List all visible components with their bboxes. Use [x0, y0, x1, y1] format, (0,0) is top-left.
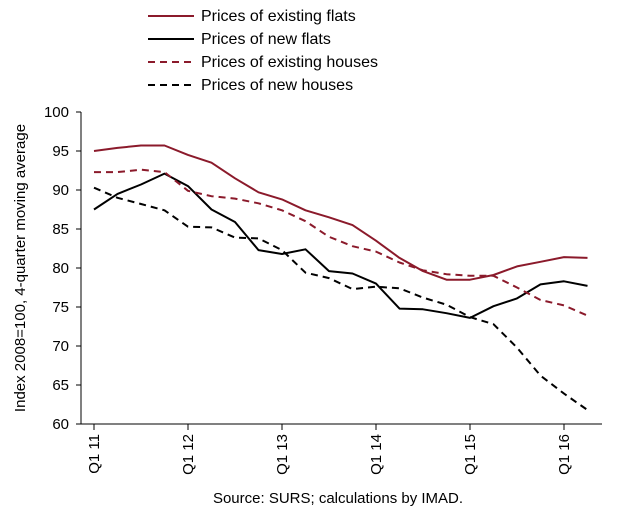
y-tick-label: 70	[52, 338, 69, 355]
x-tick-label: Q1 14	[368, 434, 385, 475]
y-tick-label: 80	[52, 260, 69, 277]
legend: Prices of existing flats Prices of new fl…	[148, 8, 378, 94]
legend-label-2: Prices of new flats	[201, 31, 331, 48]
legend-label-1: Prices of existing flats	[201, 8, 356, 25]
x-tick-label: Q1 16	[556, 434, 573, 475]
y-tick-label: 75	[52, 299, 69, 316]
legend-label-3: Prices of existing houses	[201, 54, 378, 71]
y-tick-label: 65	[52, 377, 69, 394]
source-note: Source: SURS; calculations by IMAD.	[213, 490, 463, 507]
x-tick-label: Q1 13	[274, 434, 291, 475]
y-tick-label: 90	[52, 182, 69, 199]
y-tick-label: 85	[52, 221, 69, 238]
y-tick-label: 95	[52, 143, 69, 160]
series-lines	[93, 144, 589, 411]
y-tick-label: 100	[44, 104, 69, 121]
y-axis-title: Index 2008=100, 4-quarter moving average	[12, 124, 29, 412]
series-line-3	[94, 168, 588, 317]
series-line-2	[93, 172, 588, 319]
x-tick-label: Q1 15	[462, 434, 479, 475]
y-axis-ticks: 60 65 70 75 80 85 90 95 100	[44, 104, 81, 433]
x-tick-label: Q1 12	[180, 434, 197, 475]
x-tick-label: Q1 11	[86, 434, 103, 474]
y-tick-label: 60	[52, 416, 69, 433]
x-axis-ticks: Q1 11 Q1 12 Q1 13 Q1 14 Q1 15 Q1 16	[86, 424, 573, 475]
series-line-4	[93, 186, 589, 411]
series-line-1	[93, 144, 588, 281]
legend-label-4: Prices of new houses	[201, 77, 353, 94]
